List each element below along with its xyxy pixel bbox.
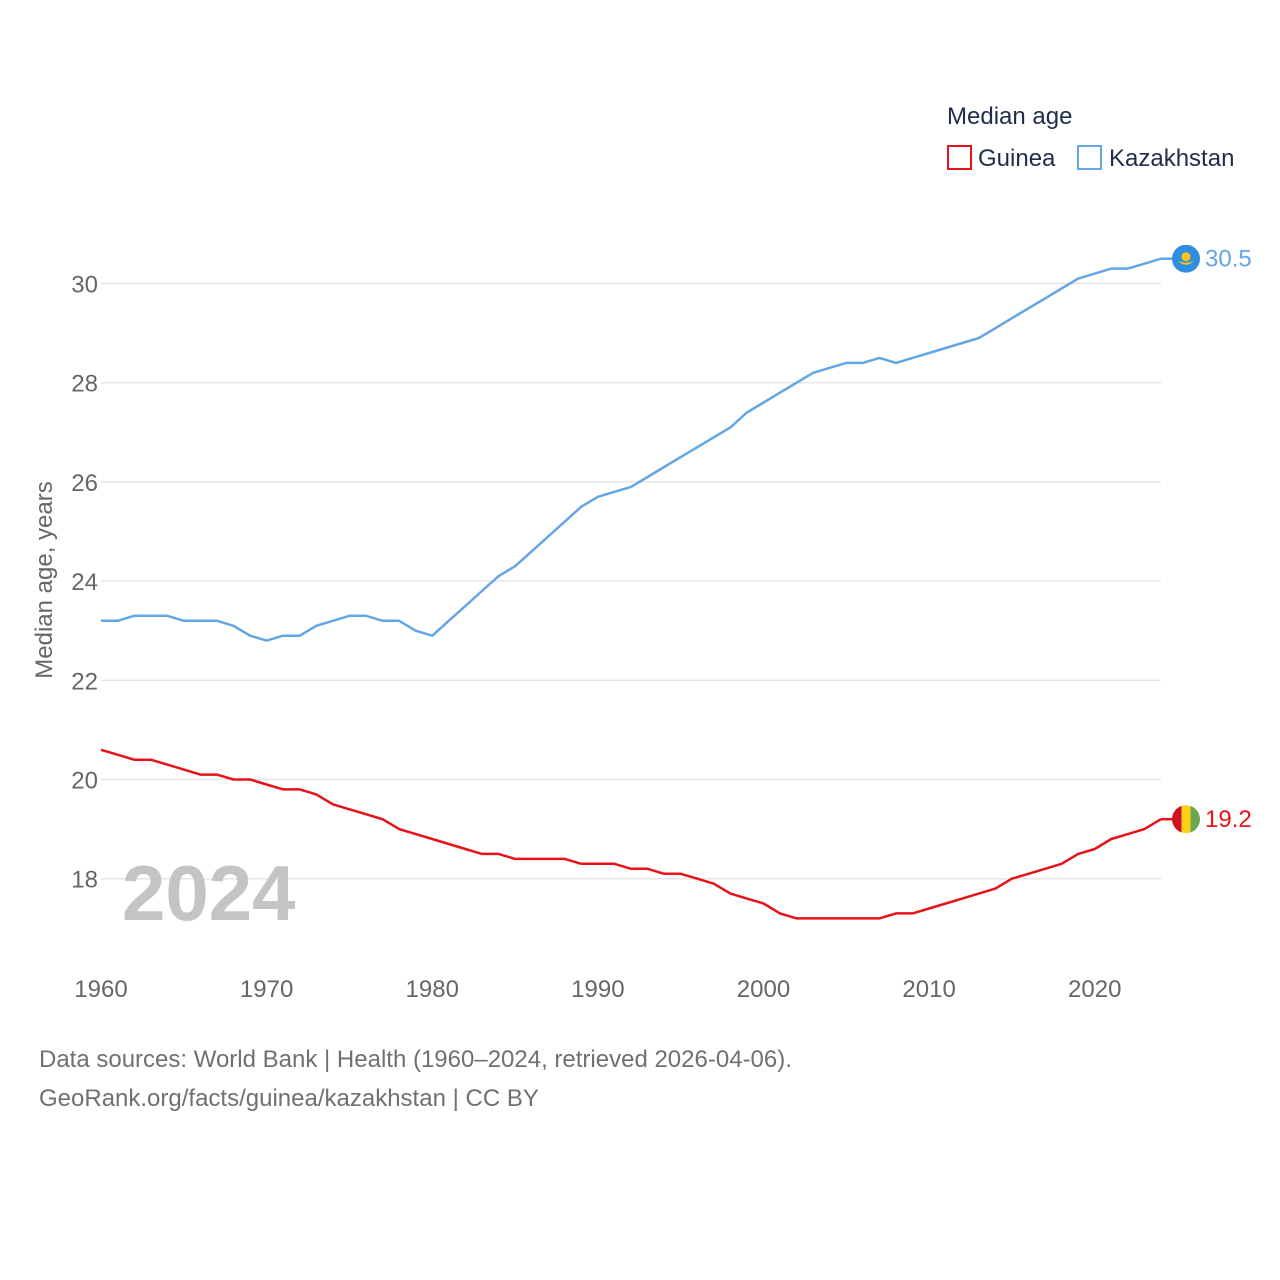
x-tick-label: 1980 [406, 976, 459, 1003]
y-tick-label: 26 [71, 470, 98, 497]
legend: Median age Guinea Kazakhstan [947, 103, 1234, 172]
end-marker-kazakhstan: 30.5 [1161, 244, 1252, 273]
x-tick-label: 2000 [737, 976, 790, 1003]
y-axis-ticks: 18 20 22 24 26 28 30 [71, 272, 98, 894]
legend-item-kazakhstan[interactable]: Kazakhstan [1077, 145, 1234, 172]
chart: 18 20 22 24 26 28 30 1960 1970 1980 1990 2000 2010 2… [31, 103, 1252, 1003]
y-tick-label: 18 [71, 867, 98, 894]
y-tick-label: 28 [71, 371, 98, 398]
y-axis-label: Median age, years [31, 481, 58, 678]
series-line-guinea [100, 748, 1162, 920]
data-sources-text: Data sources: World Bank | Health (1960–… [39, 1046, 792, 1073]
y-tick-label: 20 [71, 768, 98, 795]
source-link[interactable]: GeoRank.org/facts/guinea/kazakhstan | CC… [39, 1085, 539, 1112]
x-axis-ticks: 1960 1970 1980 1990 2000 2010 2020 [74, 976, 1121, 1003]
grid-lines [101, 282, 1161, 880]
year-label: 2024 [122, 849, 296, 937]
end-value-guinea: 19.2 [1205, 806, 1252, 833]
legend-label-guinea: Guinea [978, 145, 1056, 172]
series-line-kazakhstan [101, 257, 1162, 642]
legend-title: Median age [947, 103, 1072, 130]
x-tick-label: 1990 [571, 976, 624, 1003]
end-marker-guinea: 19.2 [1161, 805, 1252, 834]
footer: Data sources: World Bank | Health (1960–… [39, 1040, 792, 1118]
x-tick-label: 1970 [240, 976, 293, 1003]
y-tick-label: 22 [71, 668, 98, 695]
legend-swatch-kazakhstan [1077, 145, 1102, 170]
guinea-flag-icon [1172, 805, 1200, 834]
x-tick-label: 2010 [902, 976, 955, 1003]
legend-label-kazakhstan: Kazakhstan [1109, 145, 1234, 172]
series-group [100, 257, 1162, 920]
legend-item-guinea[interactable]: Guinea [947, 145, 1056, 172]
y-tick-label: 24 [71, 569, 98, 596]
x-tick-label: 1960 [74, 976, 127, 1003]
legend-swatch-guinea [947, 145, 972, 170]
y-tick-label: 30 [71, 272, 98, 299]
x-tick-label: 2020 [1068, 976, 1121, 1003]
kazakhstan-flag-icon [1172, 244, 1200, 273]
end-value-kazakhstan: 30.5 [1205, 246, 1252, 273]
